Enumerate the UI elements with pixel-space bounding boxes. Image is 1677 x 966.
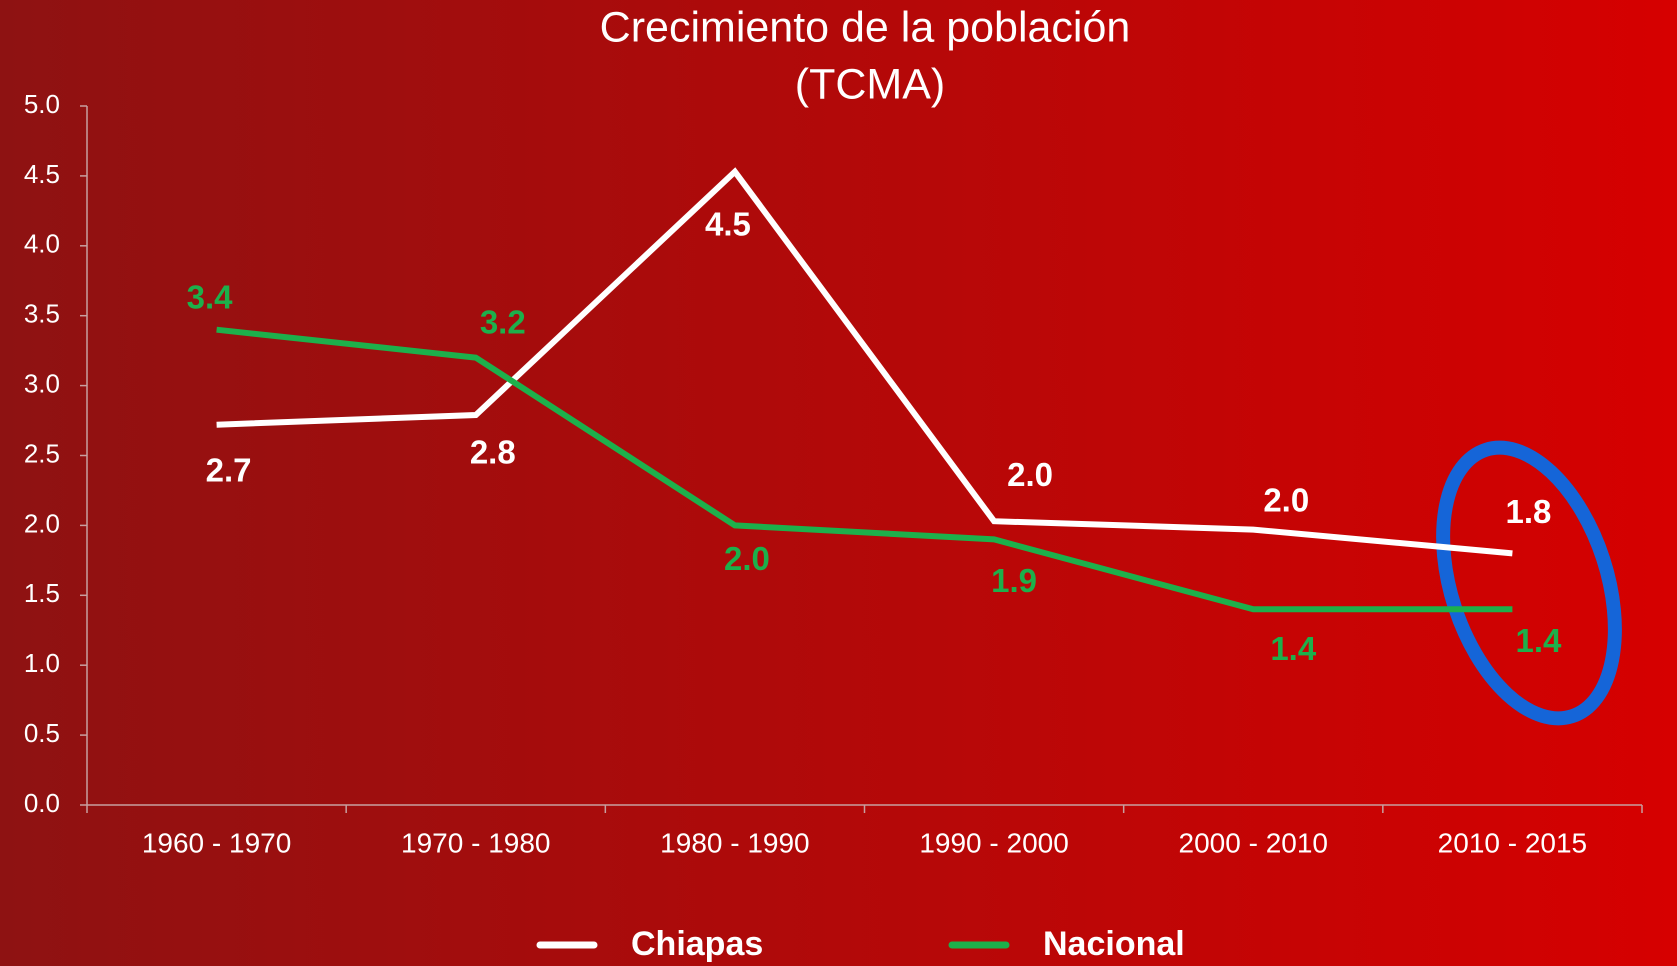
x-tick-label: 2000 - 2010 (1179, 827, 1328, 858)
data-label: 2.0 (724, 540, 770, 577)
data-label: 2.0 (1263, 481, 1309, 518)
legend-label: Chiapas (631, 925, 763, 963)
data-label: 3.2 (480, 303, 526, 340)
y-tick-label: 5.0 (24, 89, 60, 119)
data-label: 1.4 (1515, 622, 1562, 659)
y-tick-label: 1.0 (24, 648, 60, 678)
x-tick-label: 1970 - 1980 (401, 827, 550, 858)
y-tick-label: 0.0 (24, 788, 60, 818)
data-label: 3.4 (187, 278, 234, 315)
y-tick-label: 3.5 (24, 299, 60, 329)
y-tick-label: 4.5 (24, 159, 60, 189)
chart-subtitle: (TCMA) (795, 60, 945, 108)
y-tick-label: 2.0 (24, 508, 60, 538)
data-label: 1.8 (1505, 493, 1551, 530)
chart-title: Crecimiento de la población (600, 3, 1131, 51)
y-tick-label: 2.5 (24, 438, 60, 468)
data-label: 2.8 (470, 434, 516, 471)
x-tick-label: 1960 - 1970 (142, 827, 291, 858)
y-tick-label: 4.0 (24, 229, 60, 259)
x-tick-label: 1980 - 1990 (660, 827, 809, 858)
y-tick-label: 1.5 (24, 578, 60, 608)
y-tick-label: 3.0 (24, 368, 60, 398)
data-label: 4.5 (705, 205, 751, 242)
series-line (216, 326, 1513, 613)
x-tick-label: 1990 - 2000 (919, 827, 1068, 858)
x-tick-label: 2010 - 2015 (1438, 827, 1587, 858)
data-label: 1.9 (991, 562, 1037, 599)
y-tick-label: 0.5 (24, 718, 60, 748)
data-label: 2.7 (206, 451, 252, 488)
data-label: 2.0 (1007, 456, 1053, 493)
legend-label: Nacional (1043, 925, 1185, 963)
series-line (216, 167, 1513, 557)
data-label: 1.4 (1270, 630, 1317, 667)
